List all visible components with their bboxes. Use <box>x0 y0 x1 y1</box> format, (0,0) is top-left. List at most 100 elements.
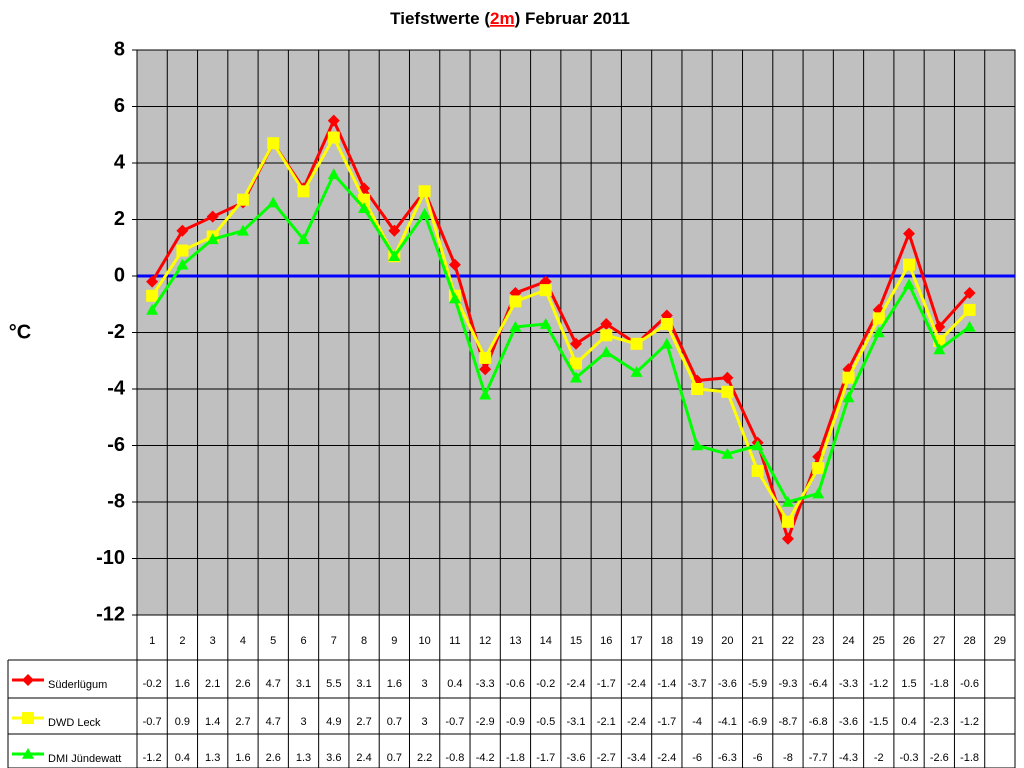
table-value: -1.4 <box>657 678 676 690</box>
table-value: -2.9 <box>476 716 495 728</box>
marker <box>721 385 734 398</box>
marker <box>963 320 976 332</box>
x-tick-label: 18 <box>661 635 673 647</box>
table-value: -4 <box>692 716 702 728</box>
table-value: -2.4 <box>567 678 586 690</box>
table-value: 0.9 <box>175 716 190 728</box>
x-tick-label: 27 <box>933 635 945 647</box>
marker <box>570 371 582 383</box>
marker <box>388 224 401 237</box>
table-value: 1.5 <box>901 678 916 690</box>
table-value: 4.9 <box>326 716 341 728</box>
table-value: -2.4 <box>627 678 646 690</box>
x-tick-label: 17 <box>630 635 642 647</box>
table-value: -3.1 <box>567 716 586 728</box>
marker <box>721 447 734 459</box>
table-value: -0.2 <box>536 678 555 690</box>
table-value: -4.1 <box>718 716 737 728</box>
y-tick-label: 0 <box>114 264 125 286</box>
table-value: 2.6 <box>235 678 250 690</box>
marker <box>781 515 794 528</box>
table-value: 0.4 <box>901 716 916 728</box>
legend-label: DMI Jündewatt <box>48 753 121 765</box>
table-value: -8.7 <box>778 716 797 728</box>
marker <box>418 207 431 219</box>
marker <box>206 233 219 245</box>
y-tick-label: -6 <box>107 434 125 456</box>
table-value: -0.5 <box>536 716 555 728</box>
marker <box>146 303 159 315</box>
y-tick-label: 8 <box>114 38 125 60</box>
table-value: 1.6 <box>387 678 402 690</box>
marker <box>479 388 492 400</box>
marker <box>358 202 371 213</box>
legend-label: DWD Leck <box>48 717 101 729</box>
x-tick-label: 8 <box>361 635 367 647</box>
marker <box>388 250 401 262</box>
marker <box>509 320 522 332</box>
y-tick-label: -10 <box>96 547 125 569</box>
x-tick-label: 9 <box>391 635 397 647</box>
marker <box>267 196 280 208</box>
x-tick-label: 21 <box>752 635 764 647</box>
table-value: 3 <box>300 716 306 728</box>
marker <box>660 318 673 331</box>
table-value: -6 <box>692 752 702 764</box>
marker <box>903 227 916 240</box>
x-tick-label: 16 <box>600 635 612 647</box>
x-tick-label: 19 <box>691 635 703 647</box>
table-value: 3 <box>422 678 428 690</box>
table-value: -3.6 <box>567 752 586 764</box>
table-value: -0.3 <box>900 752 919 764</box>
table-value: 4.7 <box>266 678 281 690</box>
table-value: -6.3 <box>718 752 737 764</box>
marker <box>267 137 280 150</box>
table-value: 0.7 <box>387 752 402 764</box>
marker <box>570 337 582 350</box>
table-value: 2.7 <box>356 716 371 728</box>
table-value: 1.3 <box>205 752 220 764</box>
table-value: -1.2 <box>960 716 979 728</box>
table-value: 3.1 <box>296 678 311 690</box>
marker <box>297 233 310 245</box>
table-value: -0.8 <box>445 752 464 764</box>
table-value: -4.2 <box>476 752 495 764</box>
x-tick-label: 10 <box>418 635 430 647</box>
marker <box>327 114 340 127</box>
x-tick-label: 6 <box>300 635 306 647</box>
x-tick-label: 22 <box>782 635 794 647</box>
marker <box>903 258 916 271</box>
table-value: 2.7 <box>235 716 250 728</box>
y-tick-label: -4 <box>107 377 126 399</box>
marker <box>751 439 764 451</box>
x-tick-label: 11 <box>449 635 460 647</box>
x-tick-label: 12 <box>479 635 491 647</box>
table-value: -1.8 <box>506 752 525 764</box>
x-tick-label: 24 <box>842 635 854 647</box>
table-value: -8 <box>783 752 793 764</box>
table-value: -0.2 <box>143 678 162 690</box>
marker <box>872 312 885 325</box>
marker <box>781 496 794 507</box>
marker <box>600 346 613 358</box>
table-value: -2.3 <box>930 716 949 728</box>
table-value: -1.7 <box>536 752 555 764</box>
x-tick-label: 7 <box>331 635 337 647</box>
table-value: -2.7 <box>597 752 616 764</box>
marker <box>448 292 461 304</box>
y-tick-label: 2 <box>114 208 125 230</box>
table-value: -0.6 <box>960 678 979 690</box>
table-value: -1.8 <box>960 752 979 764</box>
x-tick-label: 13 <box>509 635 521 647</box>
y-tick-label: -8 <box>107 490 125 512</box>
marker <box>903 278 916 290</box>
chart-title: Tiefstwerte (2m) Februar 2011 <box>390 9 630 28</box>
x-tick-label: 23 <box>812 635 824 647</box>
marker <box>781 532 794 545</box>
series-line <box>150 171 971 504</box>
marker <box>812 462 825 475</box>
table-value: -6 <box>753 752 763 764</box>
table-value: 2.2 <box>417 752 432 764</box>
y-tick-label: -12 <box>96 603 125 625</box>
